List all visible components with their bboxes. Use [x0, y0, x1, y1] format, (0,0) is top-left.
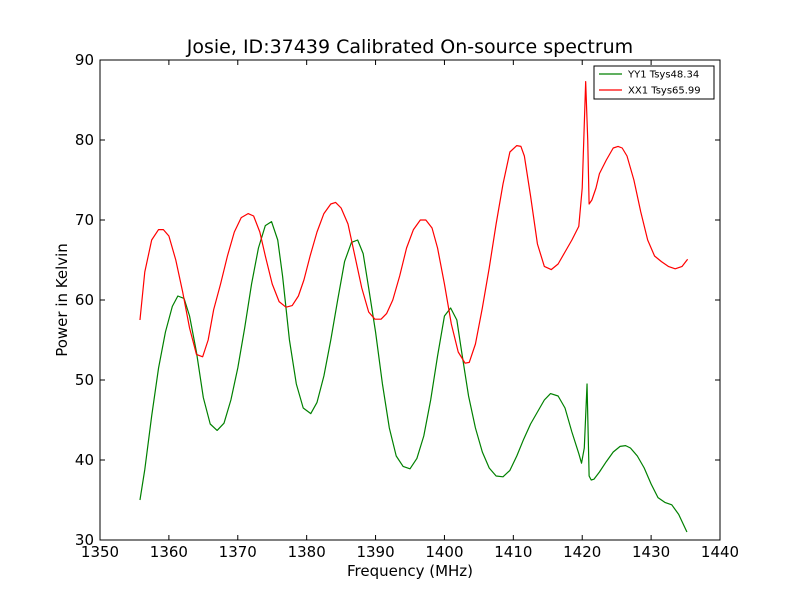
- legend-label-xx1: XX1 Tsys65.99: [628, 86, 701, 97]
- x-tick-label: 1350: [81, 543, 119, 561]
- series-line-yy1: [139, 221, 688, 533]
- legend-box: [593, 65, 715, 100]
- x-tick-label: 1440: [701, 543, 739, 561]
- y-tick-label: 70: [75, 211, 94, 229]
- x-tick-label: 1380: [288, 543, 326, 561]
- x-tick-label: 1390: [356, 543, 394, 561]
- y-axis-label: Power in Kelvin: [53, 243, 71, 357]
- y-tick-label: 90: [75, 51, 94, 69]
- y-tick-label: 30: [75, 531, 94, 549]
- y-tick-label: 50: [75, 371, 94, 389]
- plot-frame: [99, 59, 721, 541]
- y-tick-label: 80: [75, 131, 94, 149]
- series-line-xx1: [139, 80, 689, 364]
- legend-label-yy1: YY1 Tsys48.34: [627, 70, 699, 81]
- y-tick-label: 40: [75, 451, 94, 469]
- x-tick-label: 1420: [563, 543, 601, 561]
- x-tick-label: 1410: [494, 543, 532, 561]
- series-layer: [139, 80, 689, 533]
- chart-title: Josie, ID:37439 Calibrated On-source spe…: [186, 36, 633, 58]
- x-tick-label: 1400: [425, 543, 463, 561]
- x-tick-label: 1370: [219, 543, 257, 561]
- y-tick-label: 60: [75, 291, 94, 309]
- x-tick-label: 1360: [150, 543, 188, 561]
- ticks-layer: 1350 1360 1370 1380 1390 1400 1410 1420 1430 1440…: [75, 51, 739, 561]
- legend: YY1 Tsys48.34 XX1 Tsys65.99: [593, 65, 715, 100]
- x-axis-label: Frequency (MHz): [347, 562, 473, 580]
- x-tick-label: 1430: [632, 543, 670, 561]
